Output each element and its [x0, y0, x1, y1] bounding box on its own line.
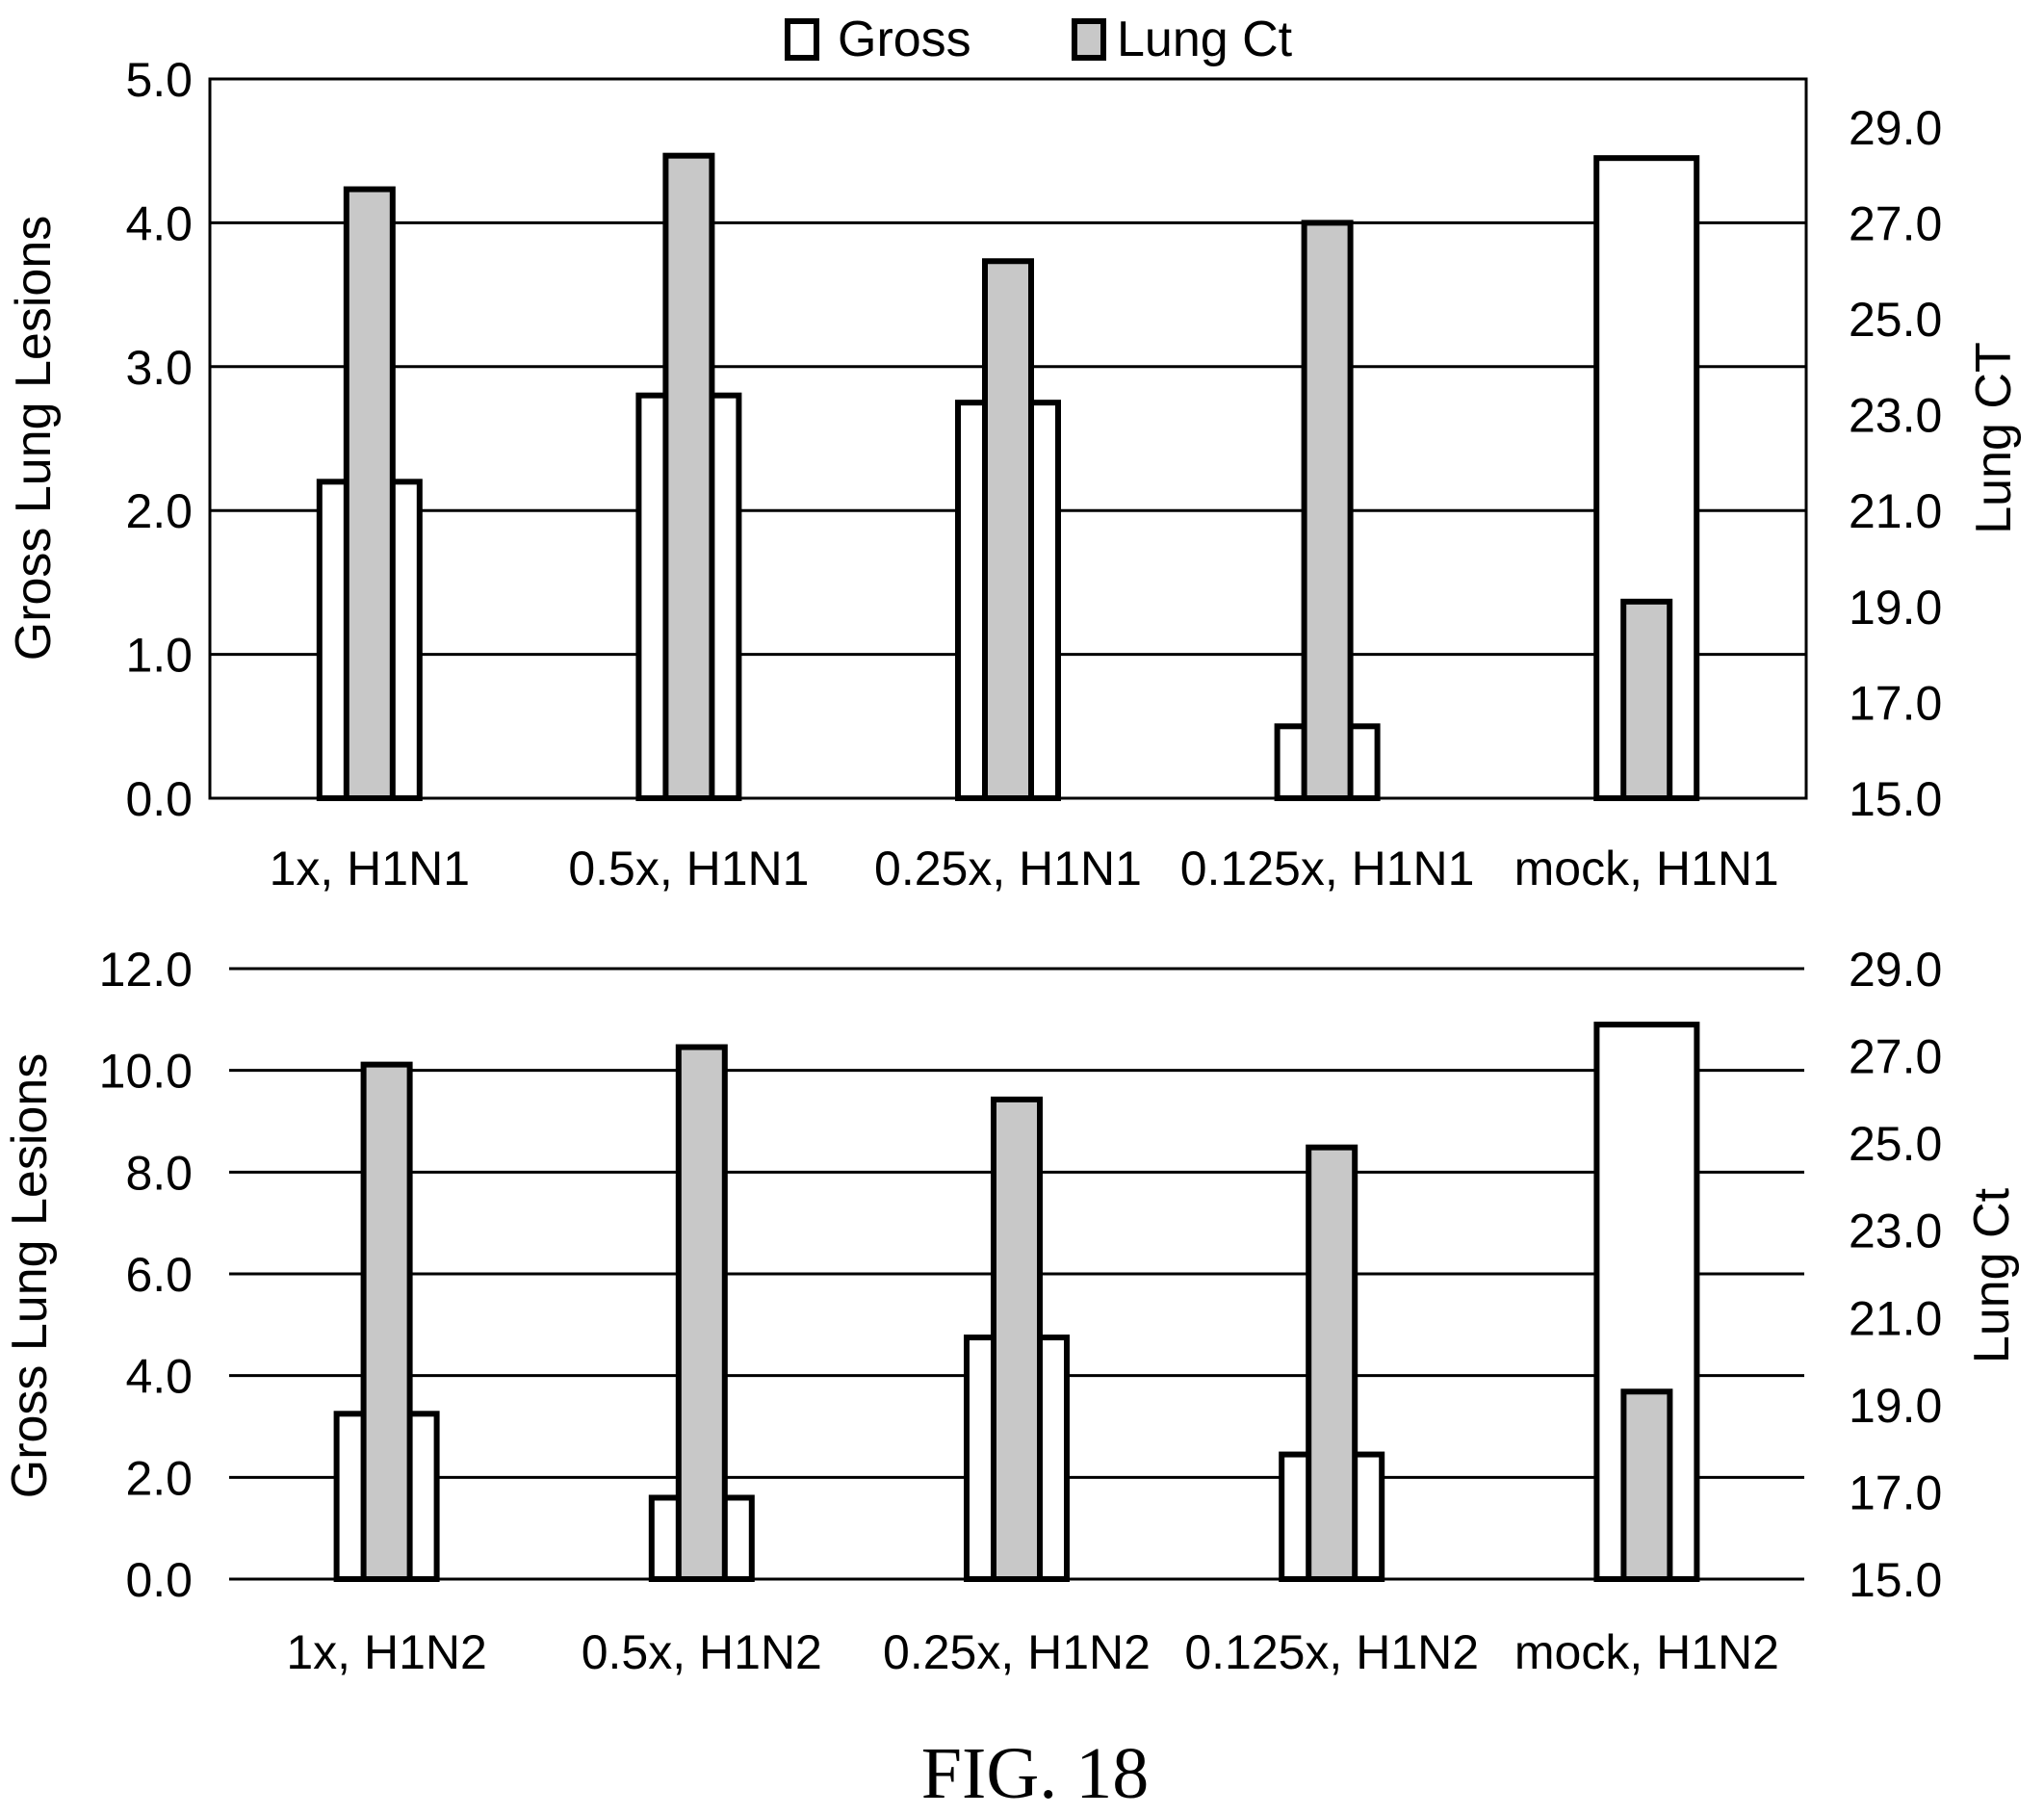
y-tick-label: 5.0 [125, 53, 193, 107]
legend-label-lung-ct: Lung Ct [1117, 12, 1293, 67]
y-right-tick-label: 17.0 [1849, 1465, 1942, 1519]
y-right-tick-label: 21.0 [1849, 484, 1942, 538]
bar-lung-ct [675, 1044, 728, 1582]
bar-lung-ct [982, 258, 1034, 801]
y-tick-label: 2.0 [125, 484, 193, 538]
chart-h1n1: 0.0 1.0 2.0 3.0 4.0 5.0 15.0 17.0 19.0 21.0 23.0 25… [6, 53, 2022, 895]
y-right-tick-label: 29.0 [1849, 943, 1942, 997]
y-axis-label: Gross Lung Lesions [2, 1053, 58, 1499]
y-right-tick-label: 23.0 [1849, 1205, 1942, 1258]
y-right-tick-label: 21.0 [1849, 1291, 1942, 1345]
x-tick-label: 0.25x, H1N1 [874, 842, 1142, 895]
y-right-tick-label: 27.0 [1849, 1030, 1942, 1084]
y-right-tick-label: 25.0 [1849, 293, 1942, 347]
legend-swatch-gross [785, 18, 819, 61]
y-axis-label: Gross Lung Lesions [6, 216, 62, 661]
chart-h1n2: 0.0 2.0 4.0 6.0 8.0 10.0 12.0 15.0 17.0 19.0 21.0 2… [2, 943, 2020, 1679]
y-right-axis-label: Lung Ct [1964, 1187, 2020, 1363]
y-right-tick-label: 29.0 [1849, 101, 1942, 155]
bar-lung-ct [1620, 1388, 1673, 1583]
x-tick-label: 1x, H1N2 [286, 1625, 486, 1679]
y-right-tick-label: 27.0 [1849, 196, 1942, 250]
x-tick-label: 0.125x, H1N2 [1184, 1625, 1479, 1679]
y-tick-label: 3.0 [125, 341, 193, 395]
x-tick-label: 0.125x, H1N1 [1180, 842, 1475, 895]
x-tick-label: 0.5x, H1N1 [568, 842, 809, 895]
bar-lung-ct [1306, 1144, 1358, 1582]
x-tick-label: 0.25x, H1N2 [883, 1625, 1151, 1679]
y-tick-label: 0.0 [125, 772, 193, 826]
y-right-tick-label: 19.0 [1849, 581, 1942, 635]
bar-lung-ct [662, 152, 715, 801]
y-tick-label: 8.0 [125, 1146, 193, 1200]
legend-label-gross: Gross [838, 12, 971, 67]
x-tick-label: 0.5x, H1N2 [582, 1625, 822, 1679]
y-right-tick-label: 23.0 [1849, 389, 1942, 443]
bar-lung-ct [1620, 598, 1673, 801]
y-right-tick-label: 15.0 [1849, 1553, 1942, 1607]
y-tick-label: 4.0 [125, 196, 193, 250]
figure-caption: FIG. 18 [921, 1733, 1149, 1814]
y-tick-label: 10.0 [99, 1045, 193, 1099]
x-tick-label: mock, H1N2 [1514, 1625, 1779, 1679]
y-right-tick-label: 25.0 [1849, 1117, 1942, 1171]
y-right-tick-label: 15.0 [1849, 772, 1942, 826]
x-tick-label: 1x, H1N1 [270, 842, 470, 895]
y-right-tick-label: 19.0 [1849, 1379, 1942, 1433]
y-tick-label: 1.0 [125, 629, 193, 683]
y-right-tick-label: 17.0 [1849, 676, 1942, 730]
y-tick-label: 12.0 [99, 943, 193, 997]
y-tick-label: 4.0 [125, 1350, 193, 1404]
bar-lung-ct [343, 186, 396, 802]
bar-lung-ct [1301, 220, 1354, 801]
y-tick-label: 2.0 [125, 1451, 193, 1505]
legend-swatch-lung-ct [1072, 18, 1106, 61]
y-tick-label: 0.0 [125, 1553, 193, 1607]
legend: Gross Lung Ct [785, 12, 1293, 67]
bar-lung-ct [991, 1096, 1043, 1583]
y-right-axis-label: Lung CT [1966, 342, 2022, 533]
x-tick-label: mock, H1N1 [1514, 842, 1779, 895]
bar-lung-ct [360, 1061, 413, 1582]
y-tick-label: 6.0 [125, 1248, 193, 1302]
